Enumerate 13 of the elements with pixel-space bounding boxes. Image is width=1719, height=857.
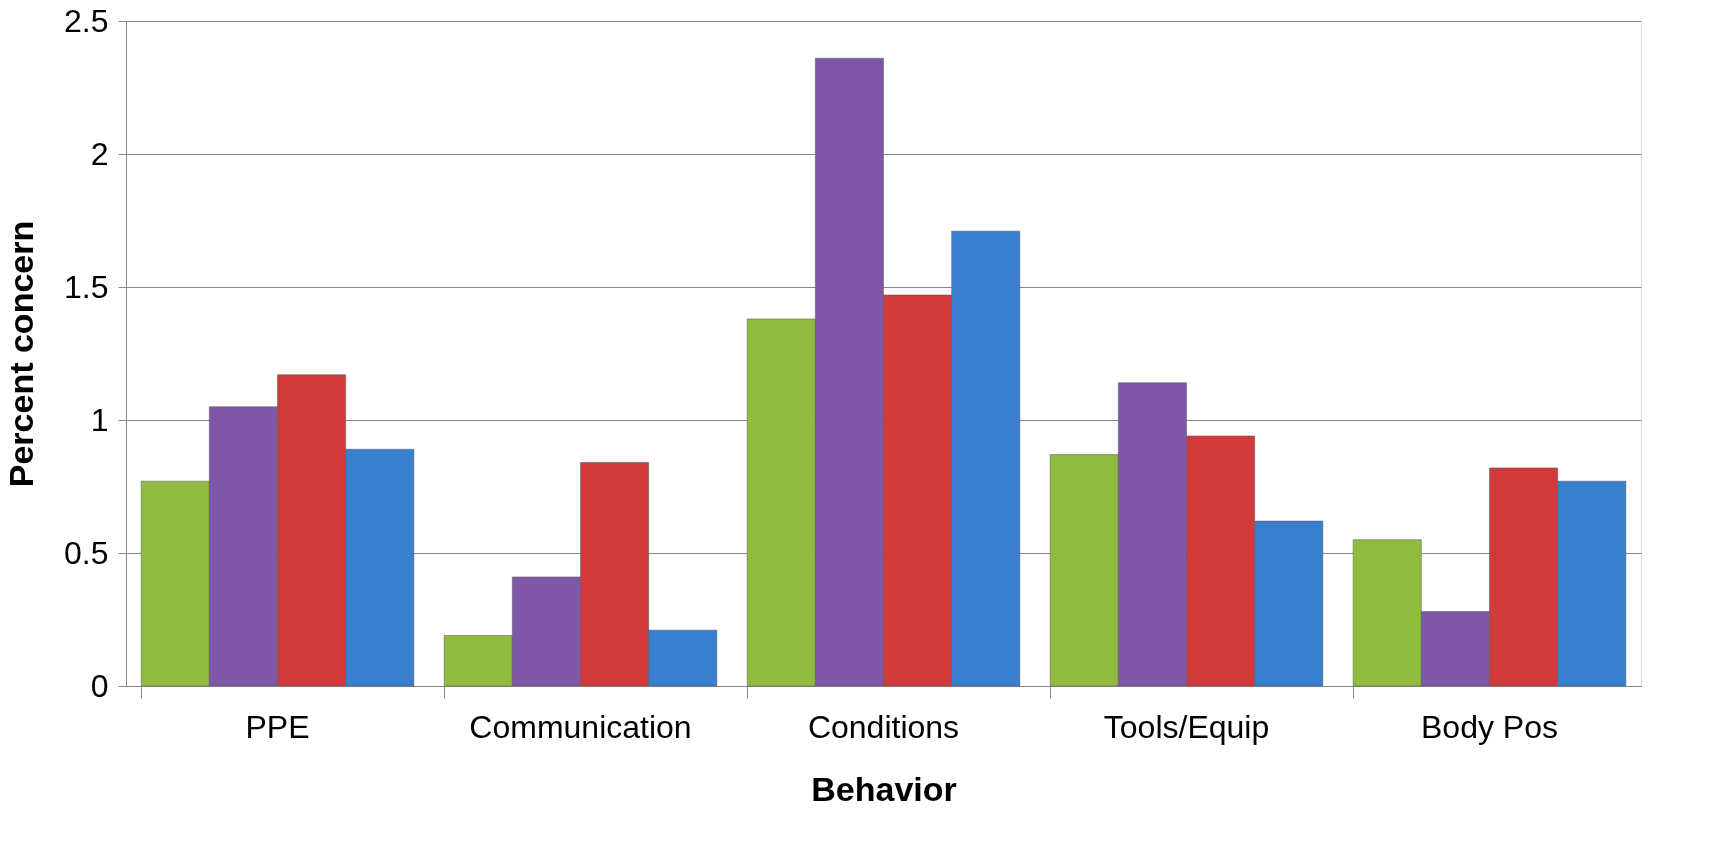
x-tick-label: Conditions [807, 708, 960, 745]
x-tick-label: Communication [469, 708, 692, 745]
y-tick-label: 1 [90, 401, 109, 438]
y-tick-label: 2.5 [64, 2, 109, 39]
y-axis-title: Percent concern [2, 220, 41, 488]
y-tick-label: 0.5 [64, 534, 109, 571]
y-tick-label: 2 [90, 135, 109, 172]
x-tick-label: PPE [245, 708, 310, 745]
y-tick-label: 1.5 [64, 268, 109, 305]
x-axis-title: Behavior [811, 769, 957, 808]
x-tick-label: Tools/Equip [1103, 708, 1270, 745]
y-tick-label: 0 [90, 667, 109, 704]
x-tick-label: Body Pos [1421, 708, 1558, 745]
